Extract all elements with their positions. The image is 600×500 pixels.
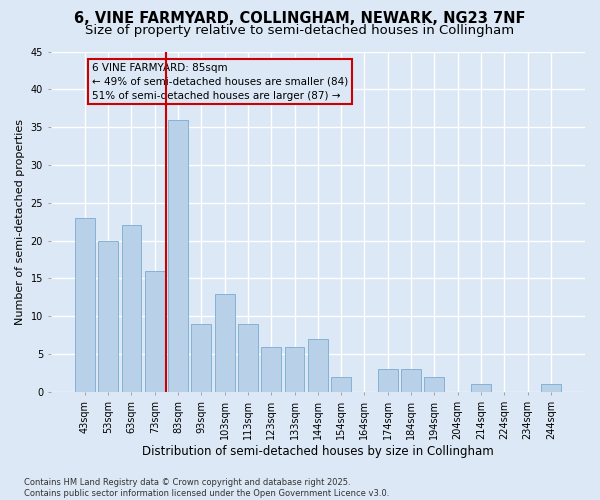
Bar (238, 324, 258, 392)
Text: Size of property relative to semi-detached houses in Collingham: Size of property relative to semi-detach… (85, 24, 515, 37)
X-axis label: Distribution of semi-detached houses by size in Collingham: Distribution of semi-detached houses by … (142, 444, 494, 458)
Bar (284, 346, 304, 392)
Bar (331, 377, 351, 392)
Bar (215, 294, 235, 392)
Bar (145, 271, 164, 392)
Text: 6 VINE FARMYARD: 85sqm
← 49% of semi-detached houses are smaller (84)
51% of sem: 6 VINE FARMYARD: 85sqm ← 49% of semi-det… (92, 63, 348, 101)
Bar (75, 218, 95, 392)
Bar (191, 324, 211, 392)
Bar (98, 240, 118, 392)
Text: 6, VINE FARMYARD, COLLINGHAM, NEWARK, NG23 7NF: 6, VINE FARMYARD, COLLINGHAM, NEWARK, NG… (74, 11, 526, 26)
Bar (378, 369, 398, 392)
Bar (541, 384, 561, 392)
Bar (471, 384, 491, 392)
Bar (308, 339, 328, 392)
Bar (122, 226, 142, 392)
Bar (401, 369, 421, 392)
Bar (262, 346, 281, 392)
Bar (168, 120, 188, 392)
Y-axis label: Number of semi-detached properties: Number of semi-detached properties (15, 118, 25, 324)
Bar (424, 377, 444, 392)
Text: Contains HM Land Registry data © Crown copyright and database right 2025.
Contai: Contains HM Land Registry data © Crown c… (24, 478, 389, 498)
